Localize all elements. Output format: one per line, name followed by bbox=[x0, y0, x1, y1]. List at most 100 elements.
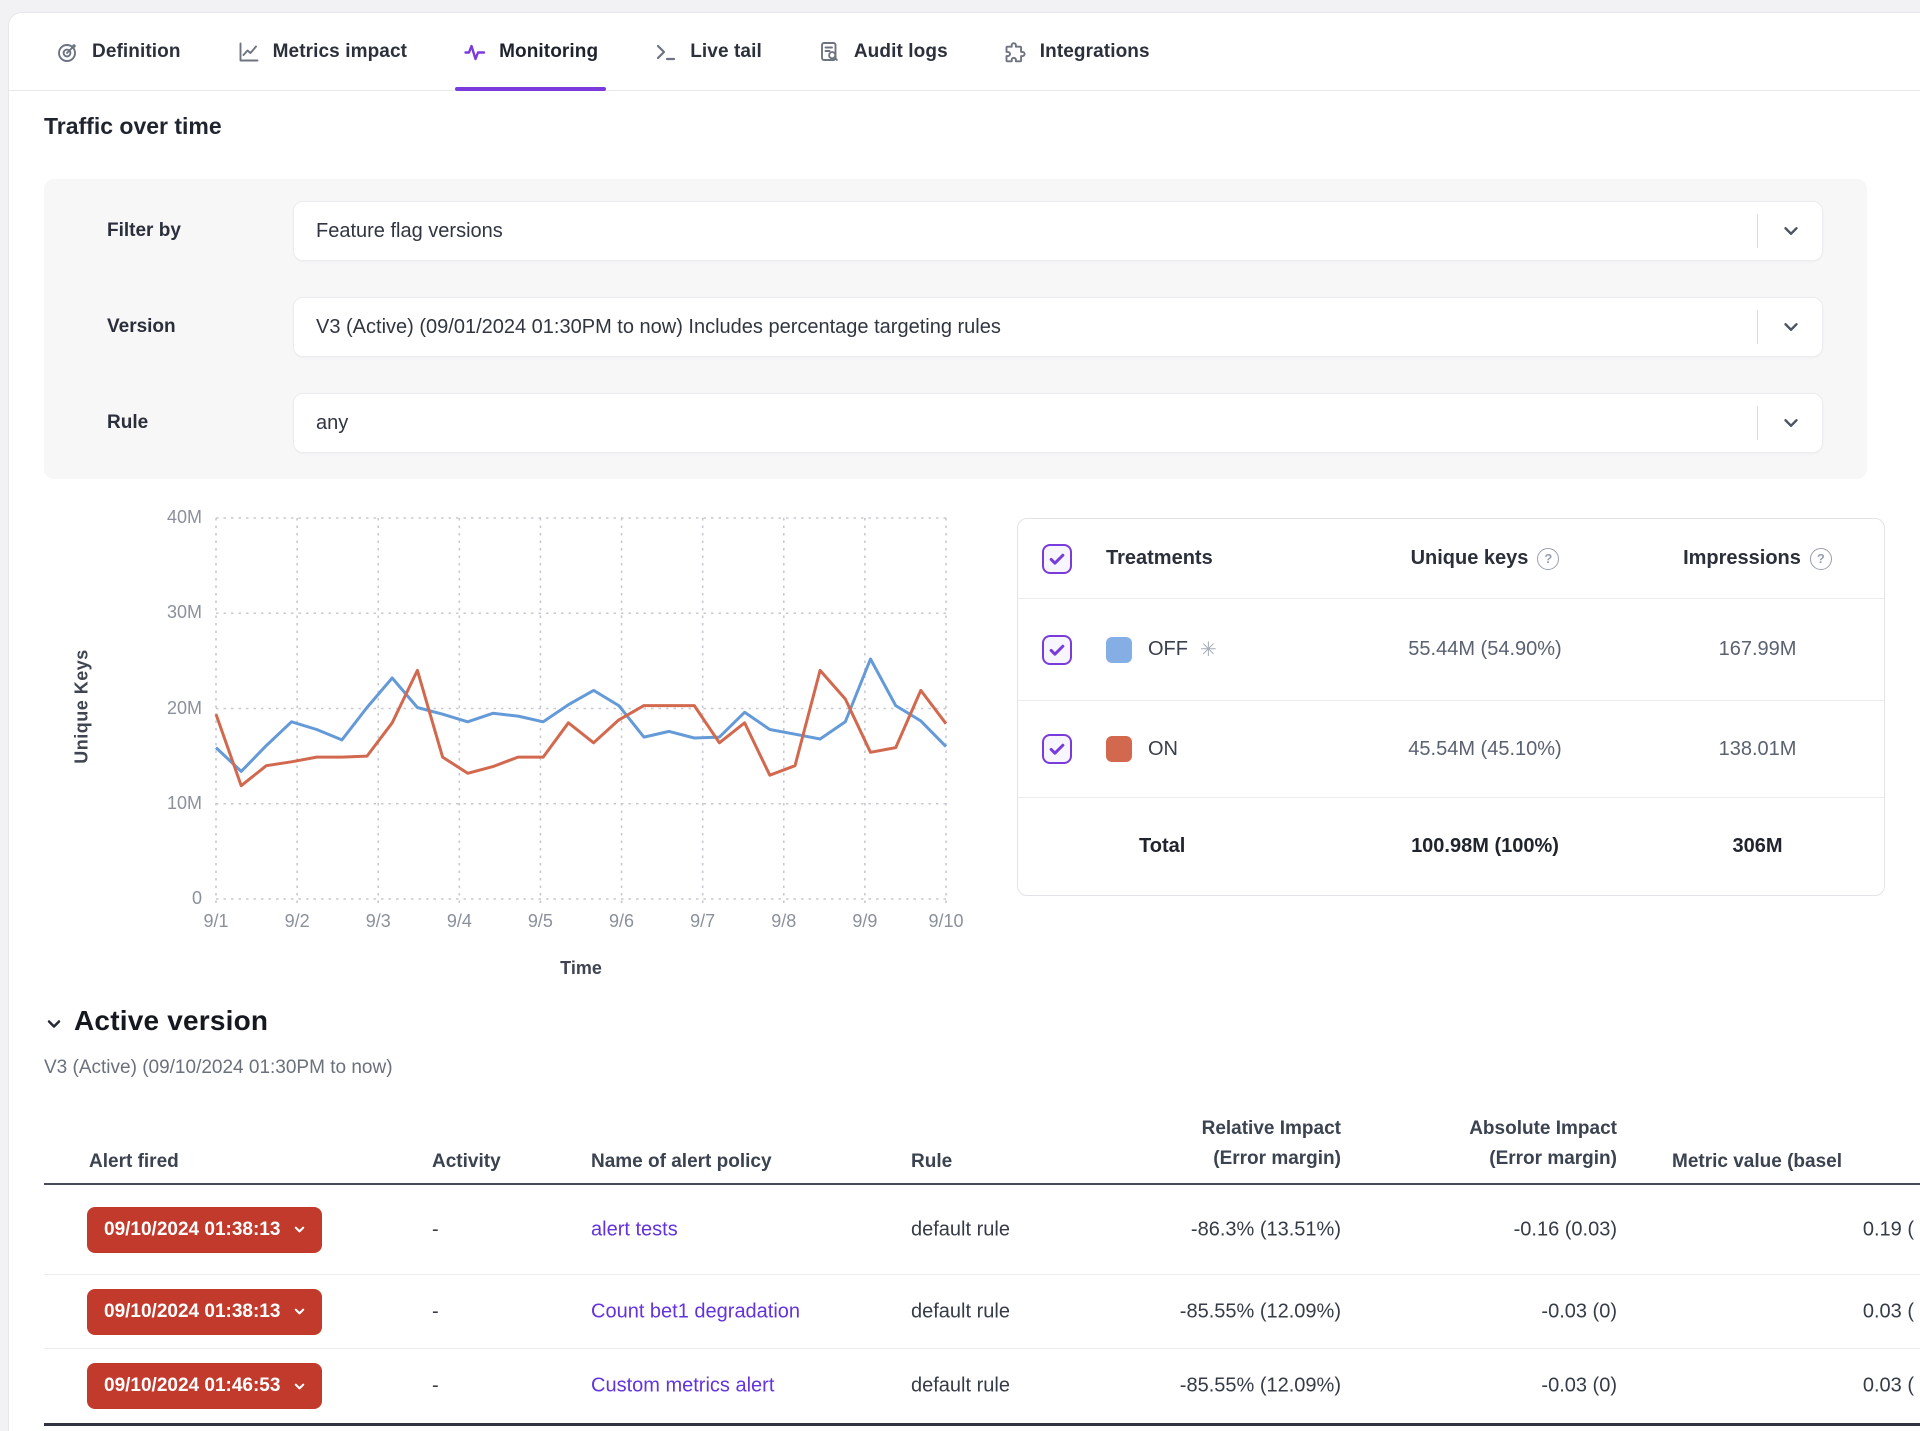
unique-keys-value: 45.54M (45.10%) bbox=[1325, 738, 1645, 761]
treatment-row-off: OFF 55.44M (54.90%) 167.99M bbox=[1018, 599, 1884, 701]
alert-policy-link[interactable]: Custom metrics alert bbox=[591, 1375, 774, 1398]
active-version-title: Active version bbox=[74, 1005, 268, 1037]
tab-metrics-impact[interactable]: Metrics impact bbox=[237, 13, 407, 90]
x-tick-label: 9/3 bbox=[343, 911, 413, 932]
tab-live-tail[interactable]: Live tail bbox=[654, 13, 762, 90]
alert-fired-badge[interactable]: 09/10/2024 01:38:13 bbox=[87, 1207, 322, 1253]
x-tick-label: 9/10 bbox=[911, 911, 981, 932]
treatment-name: ON bbox=[1148, 738, 1178, 761]
select-all-checkbox[interactable] bbox=[1042, 544, 1072, 574]
alert-row: 09/10/2024 01:38:13 - alert tests defaul… bbox=[44, 1185, 1920, 1275]
chevron-down-icon bbox=[292, 1222, 307, 1237]
y-tick-label: 20M bbox=[102, 698, 202, 719]
relative-impact-value: -85.55% (12.09%) bbox=[1061, 1375, 1341, 1398]
tab-label: Integrations bbox=[1040, 41, 1150, 63]
on-color-swatch bbox=[1106, 736, 1132, 762]
x-tick-label: 9/4 bbox=[424, 911, 494, 932]
treatment-row-on: ON 45.54M (45.10%) 138.01M bbox=[1018, 701, 1884, 798]
filter-panel: Filter by Feature flag versions Version … bbox=[44, 179, 1867, 479]
treatments-header: Treatments bbox=[1106, 547, 1213, 570]
x-tick-label: 9/6 bbox=[587, 911, 657, 932]
tab-bar: Definition Metrics impact Monitoring Liv… bbox=[9, 13, 1920, 91]
alert-policy-link[interactable]: Count bet1 degradation bbox=[591, 1300, 800, 1323]
document-search-icon bbox=[818, 40, 842, 64]
rule-value: default rule bbox=[911, 1375, 1010, 1398]
metric-value: 0.03 ( bbox=[1672, 1300, 1914, 1323]
alert-fired-badge[interactable]: 09/10/2024 01:38:13 bbox=[87, 1289, 322, 1335]
treatment-name: OFF bbox=[1148, 638, 1188, 661]
treatment-off-checkbox[interactable] bbox=[1042, 635, 1072, 665]
activity-value: - bbox=[432, 1300, 439, 1323]
active-version-toggle[interactable]: Active version bbox=[44, 1005, 268, 1037]
rule-value: default rule bbox=[911, 1218, 1010, 1241]
version-value: V3 (Active) (09/01/2024 01:30PM to now) … bbox=[316, 316, 1001, 339]
main-card: Definition Metrics impact Monitoring Liv… bbox=[8, 12, 1920, 1431]
tab-audit-logs[interactable]: Audit logs bbox=[818, 13, 948, 90]
tab-monitoring[interactable]: Monitoring bbox=[463, 13, 598, 90]
chevron-down-icon[interactable] bbox=[1780, 412, 1802, 434]
chevron-down-icon[interactable] bbox=[1780, 220, 1802, 242]
col-activity: Activity bbox=[432, 1151, 501, 1173]
total-unique-keys: 100.98M (100%) bbox=[1325, 835, 1645, 858]
off-color-swatch bbox=[1106, 637, 1132, 663]
terminal-icon bbox=[654, 40, 678, 64]
puzzle-icon bbox=[1004, 40, 1028, 64]
divider bbox=[1757, 214, 1758, 248]
filter-by-select[interactable]: Feature flag versions bbox=[293, 201, 1823, 261]
divider bbox=[1757, 406, 1758, 440]
x-tick-label: 9/8 bbox=[749, 911, 819, 932]
x-axis-title: Time bbox=[216, 958, 946, 979]
default-treatment-icon bbox=[1200, 640, 1217, 660]
y-tick-label: 40M bbox=[102, 507, 202, 528]
tab-label: Definition bbox=[92, 41, 181, 63]
activity-pulse-icon bbox=[463, 40, 487, 64]
traffic-chart-plot bbox=[216, 518, 946, 910]
series-off-line bbox=[216, 659, 946, 771]
col-absolute-impact: Absolute Impact (Error margin) bbox=[1417, 1114, 1617, 1173]
alert-fired-badge[interactable]: 09/10/2024 01:46:53 bbox=[87, 1363, 322, 1409]
metric-value: 0.03 ( bbox=[1672, 1375, 1914, 1398]
rule-value: any bbox=[316, 412, 348, 435]
chevron-down-icon[interactable] bbox=[1780, 316, 1802, 338]
help-icon[interactable] bbox=[1810, 548, 1832, 570]
target-arrow-icon bbox=[56, 40, 80, 64]
rule-label: Rule bbox=[107, 393, 148, 453]
chevron-down-icon bbox=[292, 1379, 307, 1394]
y-tick-label: 30M bbox=[102, 602, 202, 623]
version-select[interactable]: V3 (Active) (09/01/2024 01:30PM to now) … bbox=[293, 297, 1823, 357]
relative-impact-value: -85.55% (12.09%) bbox=[1061, 1300, 1341, 1323]
treatments-panel: Treatments Unique keys Impressions OFF 5… bbox=[1017, 518, 1885, 896]
tab-integrations[interactable]: Integrations bbox=[1004, 13, 1150, 90]
impressions-value: 167.99M bbox=[1645, 638, 1870, 661]
y-tick-label: 0 bbox=[102, 888, 202, 909]
page-title: Traffic over time bbox=[44, 113, 222, 140]
col-policy: Name of alert policy bbox=[591, 1151, 772, 1173]
filter-by-label: Filter by bbox=[107, 201, 181, 261]
tab-label: Monitoring bbox=[499, 41, 598, 63]
col-relative-impact: Relative Impact (Error margin) bbox=[1061, 1114, 1341, 1173]
activity-value: - bbox=[432, 1375, 439, 1398]
x-tick-label: 9/7 bbox=[668, 911, 738, 932]
activity-value: - bbox=[432, 1218, 439, 1241]
col-metric-value: Metric value (basel bbox=[1672, 1151, 1914, 1173]
help-icon[interactable] bbox=[1537, 548, 1559, 570]
traffic-chart: Unique Keys 40M30M20M10M0 9/19/29/39/49/… bbox=[44, 506, 1009, 984]
metric-value: 0.19 ( bbox=[1672, 1218, 1914, 1241]
y-axis-title: Unique Keys bbox=[72, 607, 93, 807]
tab-label: Metrics impact bbox=[273, 41, 407, 63]
rule-select[interactable]: any bbox=[293, 393, 1823, 453]
treatment-on-checkbox[interactable] bbox=[1042, 734, 1072, 764]
line-chart-icon bbox=[237, 40, 261, 64]
col-rule: Rule bbox=[911, 1151, 952, 1173]
impressions-value: 138.01M bbox=[1645, 738, 1870, 761]
tab-definition[interactable]: Definition bbox=[56, 13, 181, 90]
chevron-down-icon bbox=[44, 1014, 64, 1034]
absolute-impact-value: -0.03 (0) bbox=[1417, 1375, 1617, 1398]
treatments-total-row: Total 100.98M (100%) 306M bbox=[1018, 798, 1884, 895]
tab-label: Live tail bbox=[690, 41, 762, 63]
relative-impact-value: -86.3% (13.51%) bbox=[1061, 1218, 1341, 1241]
alert-policy-link[interactable]: alert tests bbox=[591, 1218, 678, 1241]
rule-value: default rule bbox=[911, 1300, 1010, 1323]
x-tick-label: 9/5 bbox=[505, 911, 575, 932]
treatments-header-row: Treatments Unique keys Impressions bbox=[1018, 519, 1884, 599]
